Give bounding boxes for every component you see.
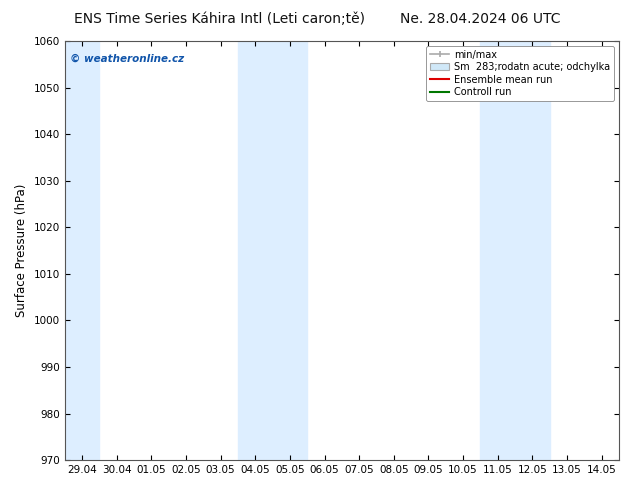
Legend: min/max, Sm  283;rodatn acute; odchylka, Ensemble mean run, Controll run: min/max, Sm 283;rodatn acute; odchylka, … [426, 46, 614, 101]
Y-axis label: Surface Pressure (hPa): Surface Pressure (hPa) [15, 184, 28, 318]
Text: ENS Time Series Káhira Intl (Leti caron;tě)        Ne. 28.04.2024 06 UTC: ENS Time Series Káhira Intl (Leti caron;… [74, 12, 560, 26]
Text: © weatheronline.cz: © weatheronline.cz [70, 53, 184, 64]
Bar [65, 41, 100, 460]
Bar [238, 41, 307, 460]
Bar [481, 41, 550, 460]
